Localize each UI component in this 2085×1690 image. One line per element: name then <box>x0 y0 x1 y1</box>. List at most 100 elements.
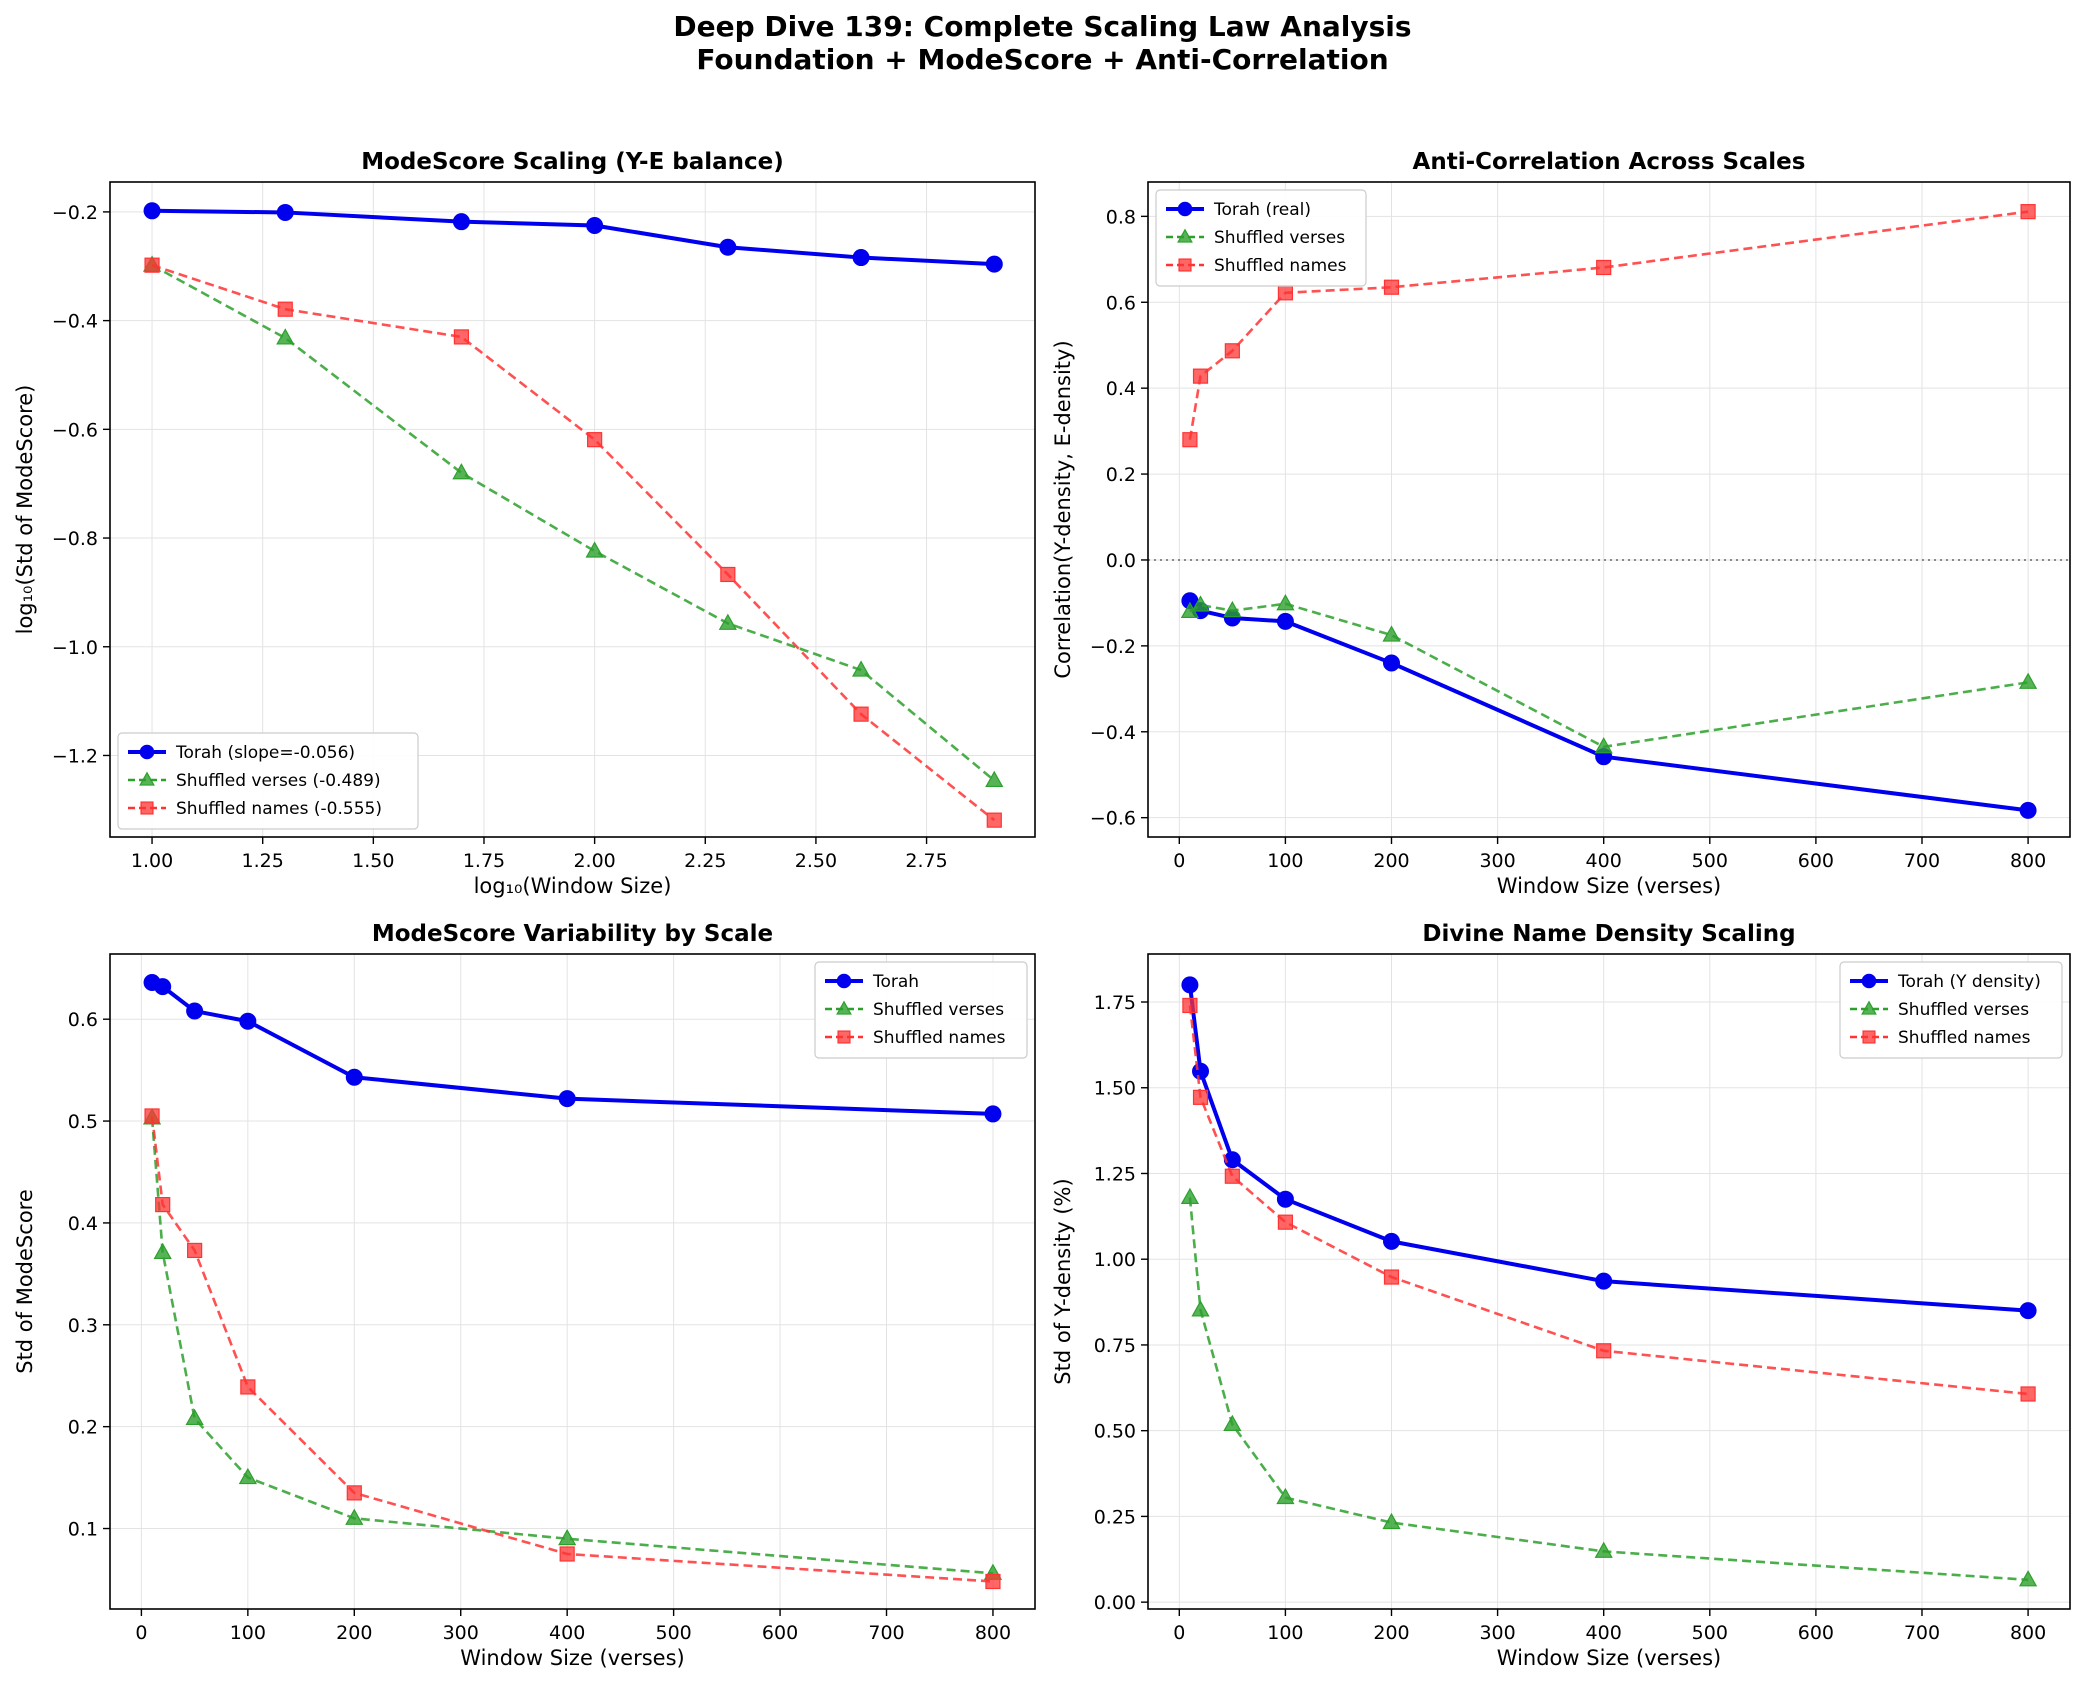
x-tick-label: 200 <box>336 1622 372 1644</box>
data-point <box>154 978 172 996</box>
x-tick-label: 500 <box>1692 850 1728 872</box>
legend-label: Torah <box>872 972 919 992</box>
x-tick-label: 300 <box>1479 1622 1515 1644</box>
plot-area <box>110 182 1035 837</box>
x-axis-label: log₁₀(Window Size) <box>474 874 672 898</box>
data-point <box>1382 625 1401 642</box>
x-tick-label: 500 <box>1692 1622 1728 1644</box>
data-point <box>452 213 470 231</box>
legend-marker <box>139 771 155 786</box>
series-torah <box>1181 976 2037 1320</box>
legend-marker <box>1177 228 1193 243</box>
series-torah <box>143 202 1003 273</box>
data-point <box>1223 1414 1242 1432</box>
y-tick-label: 0.3 <box>68 1315 98 1337</box>
y-tick-label: 0.00 <box>1094 1592 1136 1614</box>
data-point <box>144 257 160 273</box>
y-axis-label: Correlation(Y-density, E-density) <box>1051 340 1075 678</box>
y-tick-label: 0.4 <box>68 1213 98 1235</box>
x-tick-label: 100 <box>1267 850 1303 872</box>
data-point <box>452 463 471 480</box>
legend-label: Shuffled names <box>873 1028 1006 1048</box>
y-tick-label: −0.4 <box>52 311 98 333</box>
data-point <box>1594 737 1613 754</box>
legend-box <box>1839 961 2063 1059</box>
data-point <box>1383 279 1400 295</box>
y-tick-label: 0.6 <box>1106 292 1136 314</box>
chart-title: ModeScore Variability by Scale <box>372 921 773 947</box>
x-tick-label: 500 <box>655 1622 691 1644</box>
data-point <box>1192 368 1209 384</box>
x-tick-label: 0 <box>135 1622 147 1644</box>
data-point <box>985 770 1004 788</box>
legend-marker <box>139 744 155 760</box>
legend-entry: Shuffled names (-0.555) <box>128 799 382 819</box>
legend: Torah Shuffled verses Shuffled names <box>814 961 1028 1059</box>
data-point <box>2019 1302 2037 1320</box>
legend-box <box>814 961 1028 1059</box>
y-tick-label: −0.2 <box>52 202 98 224</box>
x-tick-label: 700 <box>1904 1622 1940 1644</box>
y-tick-label: 0.1 <box>68 1519 98 1541</box>
legend-label: Shuffled names (-0.555) <box>176 799 382 819</box>
x-tick-label: 100 <box>230 1622 266 1644</box>
axes-frame <box>109 953 1036 1610</box>
data-point <box>346 1485 362 1501</box>
x-axis: 0 100 200 300 400 500 600 700 800 <box>1173 1609 2046 1644</box>
data-point <box>1276 1190 1294 1208</box>
x-tick-label: 800 <box>975 1622 1011 1644</box>
data-point <box>558 1528 577 1546</box>
legend-label: Shuffled verses <box>1214 228 1345 248</box>
y-axis: −0.6 −0.4 −0.2 0.0 0.2 0.4 0.6 0.8 <box>1090 206 1148 830</box>
figure-title-line-2: Foundation + ModeScore + Anti-Correlatio… <box>696 43 1389 76</box>
data-point <box>1192 1062 1210 1080</box>
data-point <box>1180 1187 1200 1205</box>
y-tick-label: −0.6 <box>52 419 98 441</box>
data-point <box>985 255 1003 273</box>
data-point <box>852 249 870 267</box>
y-tick-label: −0.8 <box>52 528 98 550</box>
legend-marker <box>1177 201 1193 217</box>
data-point <box>586 216 604 234</box>
x-axis: 1.00 1.25 1.50 1.75 2.00 2.25 2.50 2.75 <box>131 837 948 872</box>
data-point <box>985 1573 1001 1590</box>
data-point <box>1181 976 1199 994</box>
x-axis: 0 100 200 300 400 500 600 700 800 <box>135 1609 1011 1644</box>
y-tick-label: 0.25 <box>1094 1506 1136 1528</box>
series-shuffled-verses <box>1180 1187 2038 1587</box>
y-tick-label: 0.50 <box>1094 1421 1136 1443</box>
x-axis-label: Window Size (verses) <box>1497 1646 1721 1670</box>
legend-entry: Torah (real) <box>1166 200 1311 220</box>
legend-marker <box>836 973 852 989</box>
data-point <box>239 1012 257 1030</box>
x-tick-label: 600 <box>1798 850 1834 872</box>
data-point <box>1191 595 1210 612</box>
y-axis-label: Std of Y-density (%) <box>1051 1178 1075 1384</box>
legend-entry: Shuffled names <box>1850 1028 2031 1048</box>
data-point <box>240 1379 256 1395</box>
legend-box <box>117 732 419 830</box>
data-point <box>1182 432 1198 448</box>
data-point <box>558 1090 576 1108</box>
legend-label: Torah (real) <box>1213 200 1311 220</box>
x-tick-label: 2.75 <box>905 850 947 872</box>
data-point <box>1276 612 1294 630</box>
legend-marker <box>1861 1000 1877 1015</box>
data-point <box>1192 1089 1209 1105</box>
data-point <box>238 1467 257 1485</box>
y-tick-label: 0.2 <box>1106 464 1136 486</box>
data-point <box>277 301 293 317</box>
x-tick-label: 200 <box>1373 850 1409 872</box>
x-tick-label: 400 <box>549 1622 585 1644</box>
x-tick-label: 700 <box>1904 850 1940 872</box>
y-tick-label: −1.0 <box>52 637 98 659</box>
legend-entry: Shuffled verses (-0.489) <box>128 771 381 791</box>
x-tick-label: 800 <box>2010 1622 2046 1644</box>
data-point <box>153 1242 172 1260</box>
figure-title: Deep Dive 139: Complete Scaling Law Anal… <box>0 10 2085 76</box>
x-axis-label: Window Size (verses) <box>460 1646 684 1670</box>
series-torah <box>143 974 1002 1123</box>
y-axis-label: Std of ModeScore <box>13 1189 37 1374</box>
x-tick-label: 400 <box>1586 1622 1622 1644</box>
